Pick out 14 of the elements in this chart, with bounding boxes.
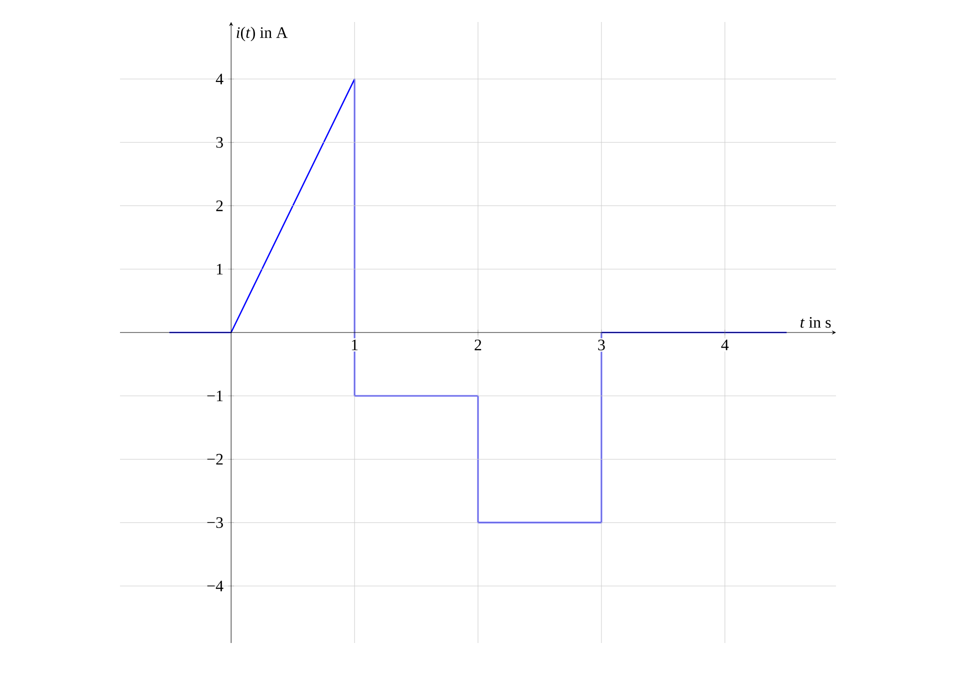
y-tick-label: 3 (216, 137, 223, 148)
y-tick-label: −2 (207, 454, 223, 465)
x-axis-title: t in s (800, 317, 831, 328)
x-tick-label: 1 (352, 340, 358, 350)
y-tick-label: 1 (216, 264, 223, 274)
y-tick-label: −3 (207, 517, 223, 528)
y-axis-title: i(t) in A (236, 26, 288, 42)
x-tick-label: 4 (721, 340, 729, 350)
x-tick-label: 3 (598, 340, 605, 350)
x-tick-label: 2 (474, 340, 482, 350)
y-tick-label: −4 (207, 580, 224, 592)
y-tick-label: 2 (216, 200, 223, 212)
y-tick-label: 4 (216, 74, 224, 84)
y-tick-label: −1 (207, 390, 223, 402)
